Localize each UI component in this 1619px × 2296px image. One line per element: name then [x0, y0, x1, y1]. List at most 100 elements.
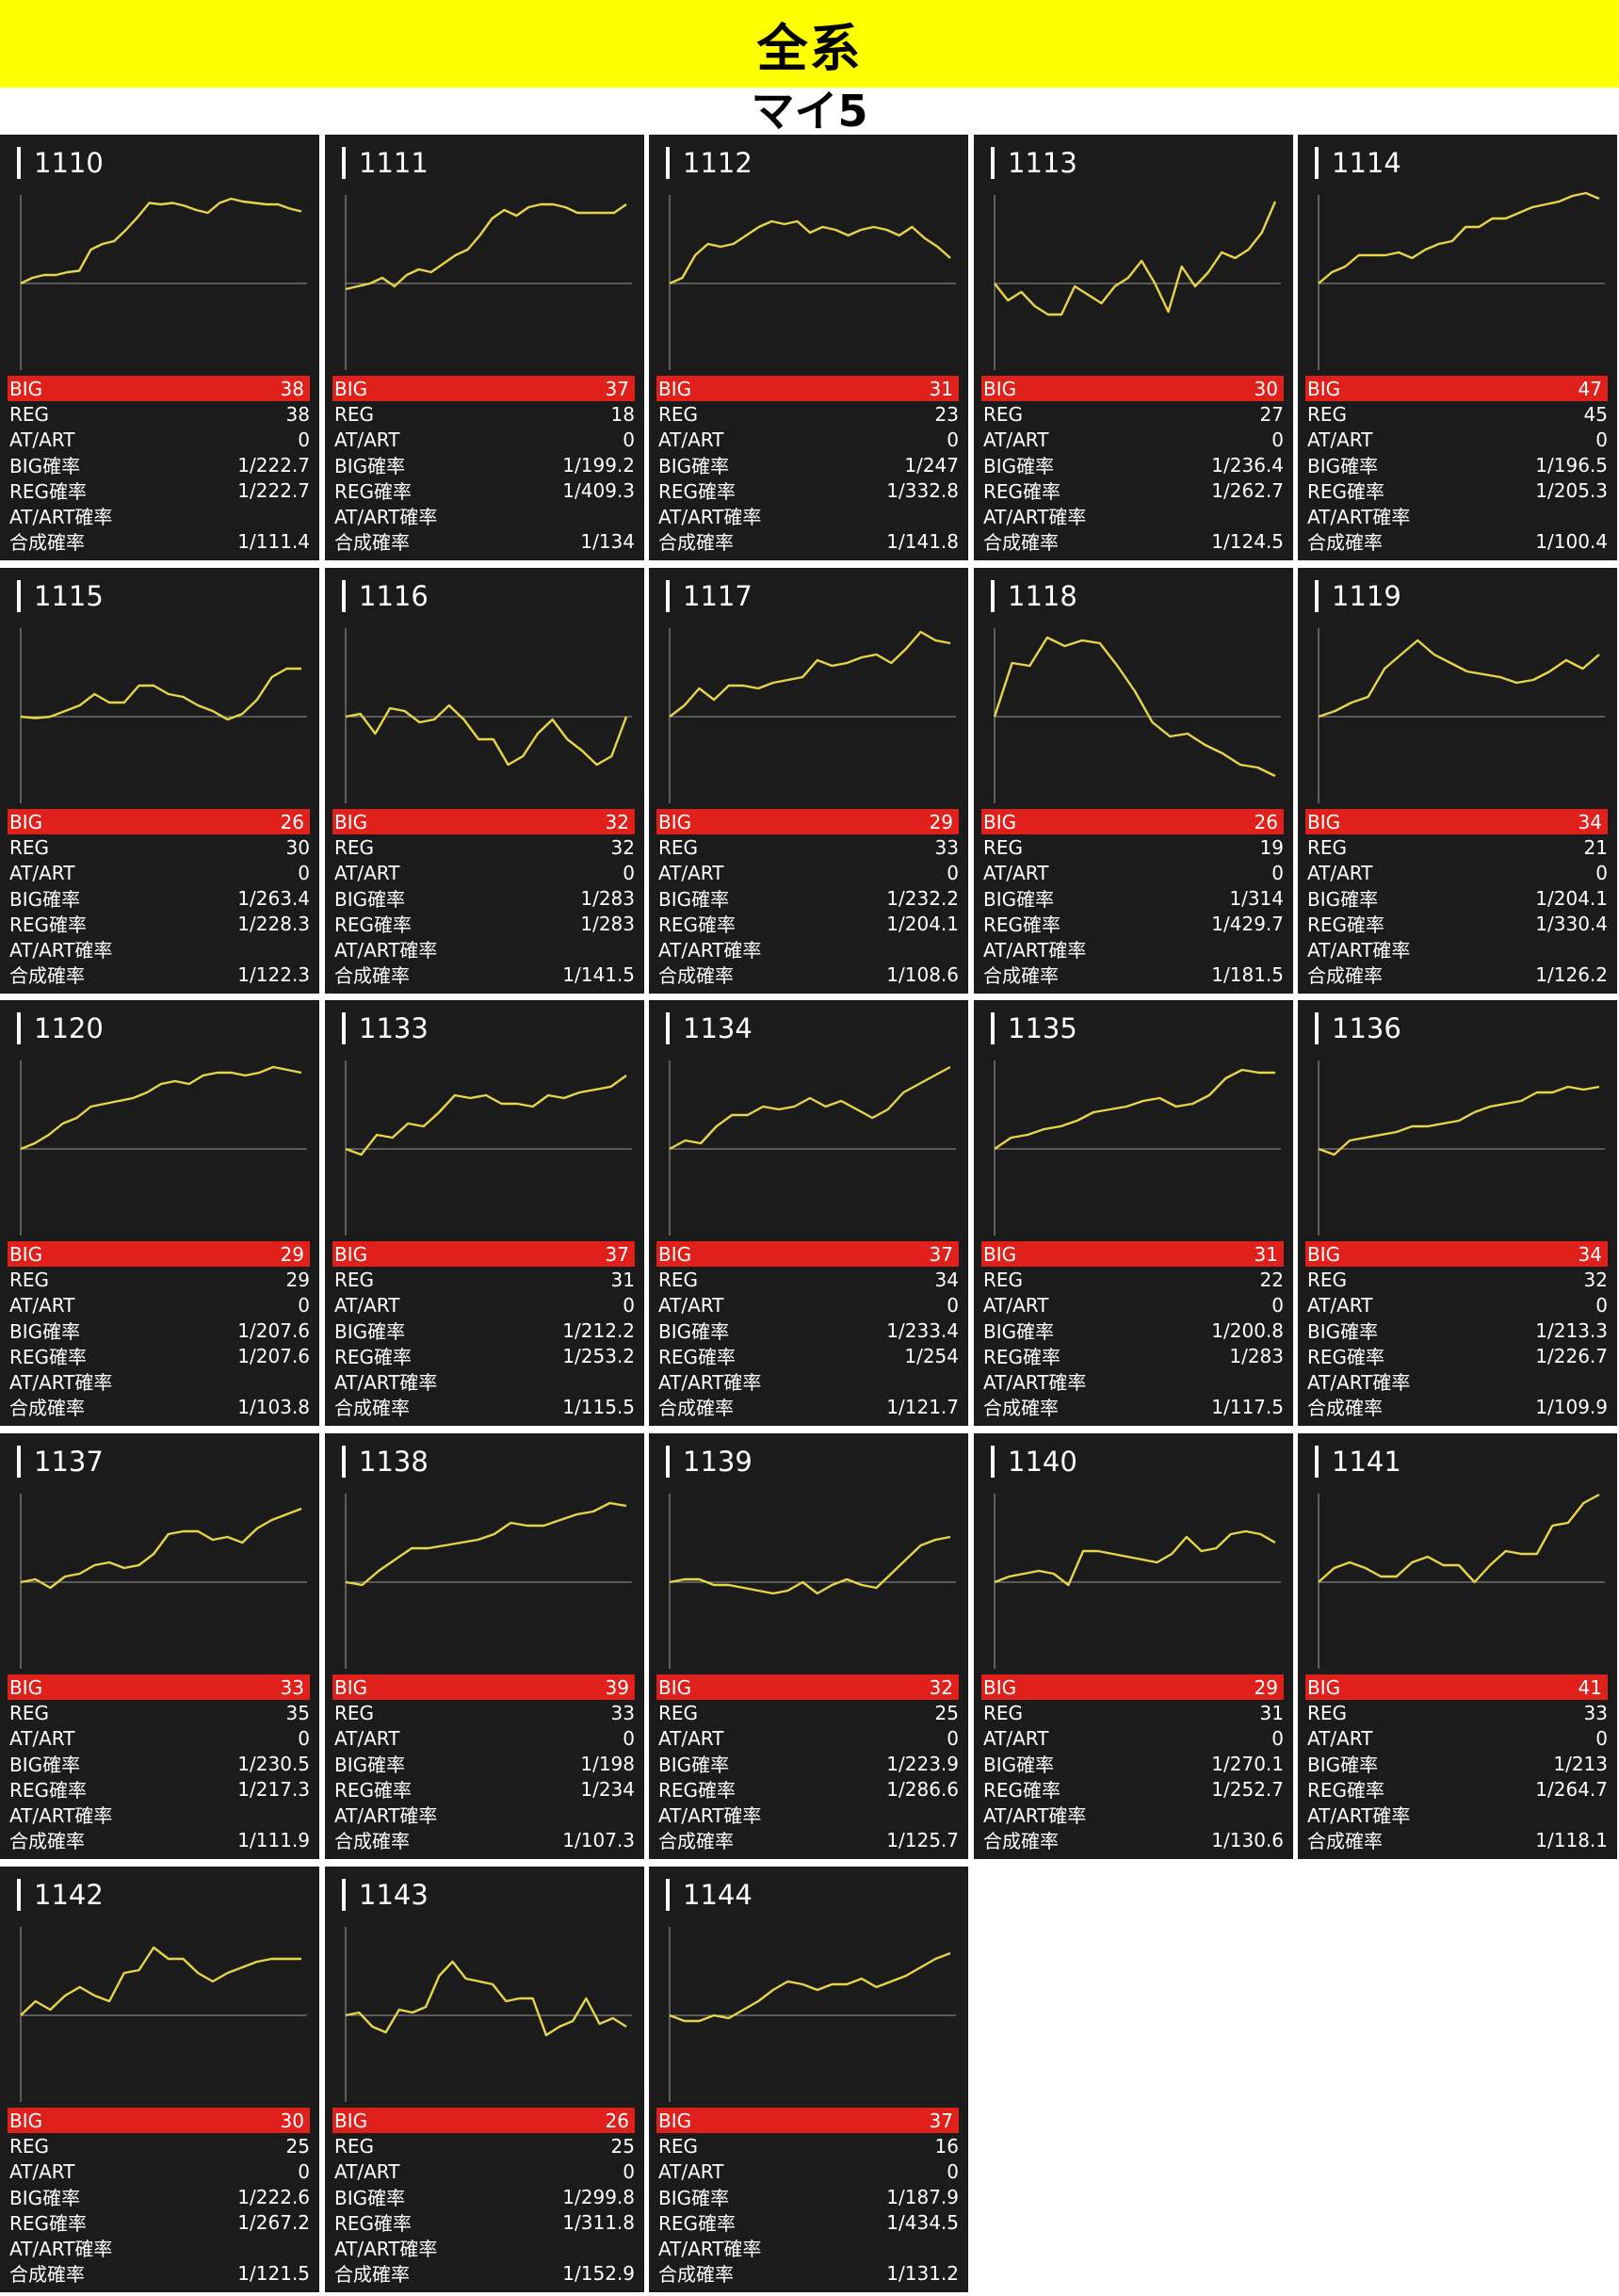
machine-card[interactable]: 1138 BIG 39 REG 33 AT/ART 0 BIG確率 1/198 REG確率 1/23… [325, 1433, 644, 1859]
trend-chart [345, 1060, 632, 1236]
atart-rate-label: AT/ART確率 [1307, 506, 1411, 528]
reg-rate-value: 1/283 [1229, 1344, 1284, 1367]
machine-card[interactable]: 1117 BIG 29 REG 33 AT/ART 0 BIG確率 1/232.2 REG確率 1/… [649, 568, 968, 994]
atart-value: 0 [298, 1293, 310, 1317]
trend-chart [669, 1060, 956, 1236]
machine-card[interactable]: 1134 BIG 37 REG 34 AT/ART 0 BIG確率 1/233.4 REG確率 1/… [649, 1000, 968, 1426]
reg-rate-label: REG確率 [1307, 914, 1385, 936]
big-label: BIG [9, 377, 43, 400]
reg-rate-label: REG確率 [9, 1779, 88, 1802]
machine-card[interactable]: 1140 BIG 29 REG 31 AT/ART 0 BIG確率 1/270.1 REG確率 1/… [974, 1433, 1293, 1859]
combined-rate-label: 合成確率 [334, 531, 410, 554]
combined-rate-value: 1/130.6 [1211, 1828, 1284, 1851]
machine-card[interactable]: 1119 BIG 34 REG 21 AT/ART 0 BIG確率 1/204.1 REG確率 1/… [1298, 568, 1617, 994]
header-marker [342, 147, 346, 179]
atart-rate-row: AT/ART確率 [658, 936, 959, 962]
big-value: 37 [929, 2109, 953, 2132]
machine-card[interactable]: 1120 BIG 29 REG 29 AT/ART 0 BIG確率 1/207.6 REG確率 1/… [0, 1000, 319, 1426]
trend-chart [345, 1494, 632, 1669]
combined-rate-label: 合成確率 [9, 1397, 85, 1419]
header-marker [991, 1012, 995, 1044]
header-marker [666, 580, 670, 612]
reg-rate-value: 1/332.8 [886, 478, 959, 502]
machine-card[interactable]: 1118 BIG 26 REG 19 AT/ART 0 BIG確率 1/314 REG確率 1/42… [974, 568, 1293, 994]
atart-rate-row: AT/ART確率 [658, 503, 959, 528]
header-marker [17, 1012, 21, 1044]
machine-card[interactable]: 1136 BIG 34 REG 32 AT/ART 0 BIG確率 1/213.3 REG確率 1/… [1298, 1000, 1617, 1426]
atart-label: AT/ART [983, 428, 1049, 451]
machine-number: 1118 [1008, 580, 1077, 612]
reg-label: REG [983, 1701, 1024, 1724]
atart-row: AT/ART 0 [983, 860, 1284, 885]
machine-card[interactable]: 1144 BIG 37 REG 16 AT/ART 0 BIG確率 1/187.9 REG確率 1/… [649, 1867, 968, 2292]
machine-number: 1113 [1008, 147, 1077, 179]
reg-rate-row: REG確率 1/429.7 [983, 911, 1284, 937]
atart-rate-label: AT/ART確率 [983, 1371, 1087, 1394]
atart-rate-row: AT/ART確率 [9, 503, 310, 528]
atart-row: AT/ART 0 [9, 427, 310, 452]
atart-value: 0 [1271, 428, 1284, 451]
machine-number: 1140 [1008, 1446, 1077, 1478]
reg-rate-label: REG確率 [658, 480, 737, 503]
stats-table: BIG 30 REG 27 AT/ART 0 BIG確率 1/236.4 REG確率 1/262.… [981, 376, 1284, 554]
big-row: BIG 37 [332, 1241, 635, 1267]
combined-rate-label: 合成確率 [334, 1397, 410, 1419]
combined-rate-row: 合成確率 1/111.9 [9, 1827, 310, 1853]
machine-card[interactable]: 1111 BIG 37 REG 18 AT/ART 0 BIG確率 1/199.2 REG確率 1/… [325, 135, 644, 560]
header-marker [991, 1446, 995, 1478]
header-marker [666, 1879, 670, 1911]
big-value: 37 [605, 1242, 629, 1266]
atart-label: AT/ART [1307, 428, 1373, 451]
atart-value: 0 [1271, 1293, 1284, 1317]
big-value: 26 [280, 810, 304, 833]
machine-header: 1119 [1315, 579, 1401, 613]
trend-line [993, 636, 1276, 778]
atart-row: AT/ART 0 [658, 860, 959, 885]
machine-card[interactable]: 1114 BIG 47 REG 45 AT/ART 0 BIG確率 1/196.5 REG確率 1/… [1298, 135, 1617, 560]
reg-rate-row: REG確率 1/254 [658, 1343, 959, 1369]
reg-label: REG [983, 835, 1024, 859]
atart-rate-label: AT/ART確率 [334, 939, 438, 962]
machine-number: 1111 [359, 147, 429, 179]
big-rate-label: BIG確率 [9, 455, 81, 477]
atart-label: AT/ART [9, 861, 75, 884]
machine-card[interactable]: 1135 BIG 31 REG 22 AT/ART 0 BIG確率 1/200.8 REG確率 1/… [974, 1000, 1293, 1426]
machine-card[interactable]: 1142 BIG 30 REG 25 AT/ART 0 BIG確率 1/222.6 REG確率 1/… [0, 1867, 319, 2292]
machine-card[interactable]: 1141 BIG 41 REG 33 AT/ART 0 BIG確率 1/213 REG確率 1/26… [1298, 1433, 1617, 1859]
big-rate-label: BIG確率 [334, 455, 406, 477]
reg-rate-value: 1/207.6 [237, 1344, 310, 1367]
machine-card[interactable]: 1139 BIG 32 REG 25 AT/ART 0 BIG確率 1/223.9 REG確率 1/… [649, 1433, 968, 1859]
machine-card[interactable]: 1115 BIG 26 REG 30 AT/ART 0 BIG確率 1/263.4 REG確率 1/… [0, 568, 319, 994]
big-rate-value: 1/213.3 [1535, 1318, 1608, 1342]
big-rate-value: 1/198 [580, 1752, 635, 1775]
big-row: BIG 37 [332, 376, 635, 401]
atart-label: AT/ART [9, 2159, 75, 2183]
machine-card[interactable]: 1137 BIG 33 REG 35 AT/ART 0 BIG確率 1/230.5 REG確率 1/… [0, 1433, 319, 1859]
machine-card[interactable]: 1110 BIG 38 REG 38 AT/ART 0 BIG確率 1/222.7 REG確率 1/… [0, 135, 319, 560]
reg-rate-label: REG確率 [1307, 480, 1385, 503]
atart-rate-label: AT/ART確率 [9, 939, 113, 962]
atart-rate-row: AT/ART確率 [1307, 1802, 1608, 1827]
big-rate-value: 1/207.6 [237, 1318, 310, 1342]
reg-rate-label: REG確率 [983, 914, 1061, 936]
atart-label: AT/ART [1307, 1293, 1373, 1317]
machine-card[interactable]: 1112 BIG 31 REG 23 AT/ART 0 BIG確率 1/247 REG確率 1/33… [649, 135, 968, 560]
machine-card[interactable]: 1113 BIG 30 REG 27 AT/ART 0 BIG確率 1/236.4 REG確率 1/… [974, 135, 1293, 560]
machine-card[interactable]: 1143 BIG 26 REG 25 AT/ART 0 BIG確率 1/299.8 REG確率 1/… [325, 1867, 644, 2292]
reg-rate-label: REG確率 [334, 1346, 413, 1368]
machine-card[interactable]: 1133 BIG 37 REG 31 AT/ART 0 BIG確率 1/212.2 REG確率 1/… [325, 1000, 644, 1426]
combined-rate-value: 1/124.5 [1211, 529, 1284, 553]
reg-label: REG [9, 402, 50, 426]
big-rate-value: 1/200.8 [1211, 1318, 1284, 1342]
atart-value: 0 [298, 428, 310, 451]
reg-label: REG [334, 1701, 375, 1724]
atart-value: 0 [623, 1293, 635, 1317]
reg-rate-label: REG確率 [9, 480, 88, 503]
trend-chart [669, 1927, 956, 2102]
machine-number: 1112 [683, 147, 753, 179]
atart-rate-label: AT/ART確率 [9, 1371, 113, 1394]
atart-rate-label: AT/ART確率 [658, 1371, 762, 1394]
machine-card[interactable]: 1116 BIG 32 REG 32 AT/ART 0 BIG確率 1/283 REG確率 1/28… [325, 568, 644, 994]
stats-table: BIG 29 REG 33 AT/ART 0 BIG確率 1/232.2 REG確率 1/204.… [656, 809, 959, 987]
combined-rate-value: 1/111.9 [237, 1828, 310, 1851]
